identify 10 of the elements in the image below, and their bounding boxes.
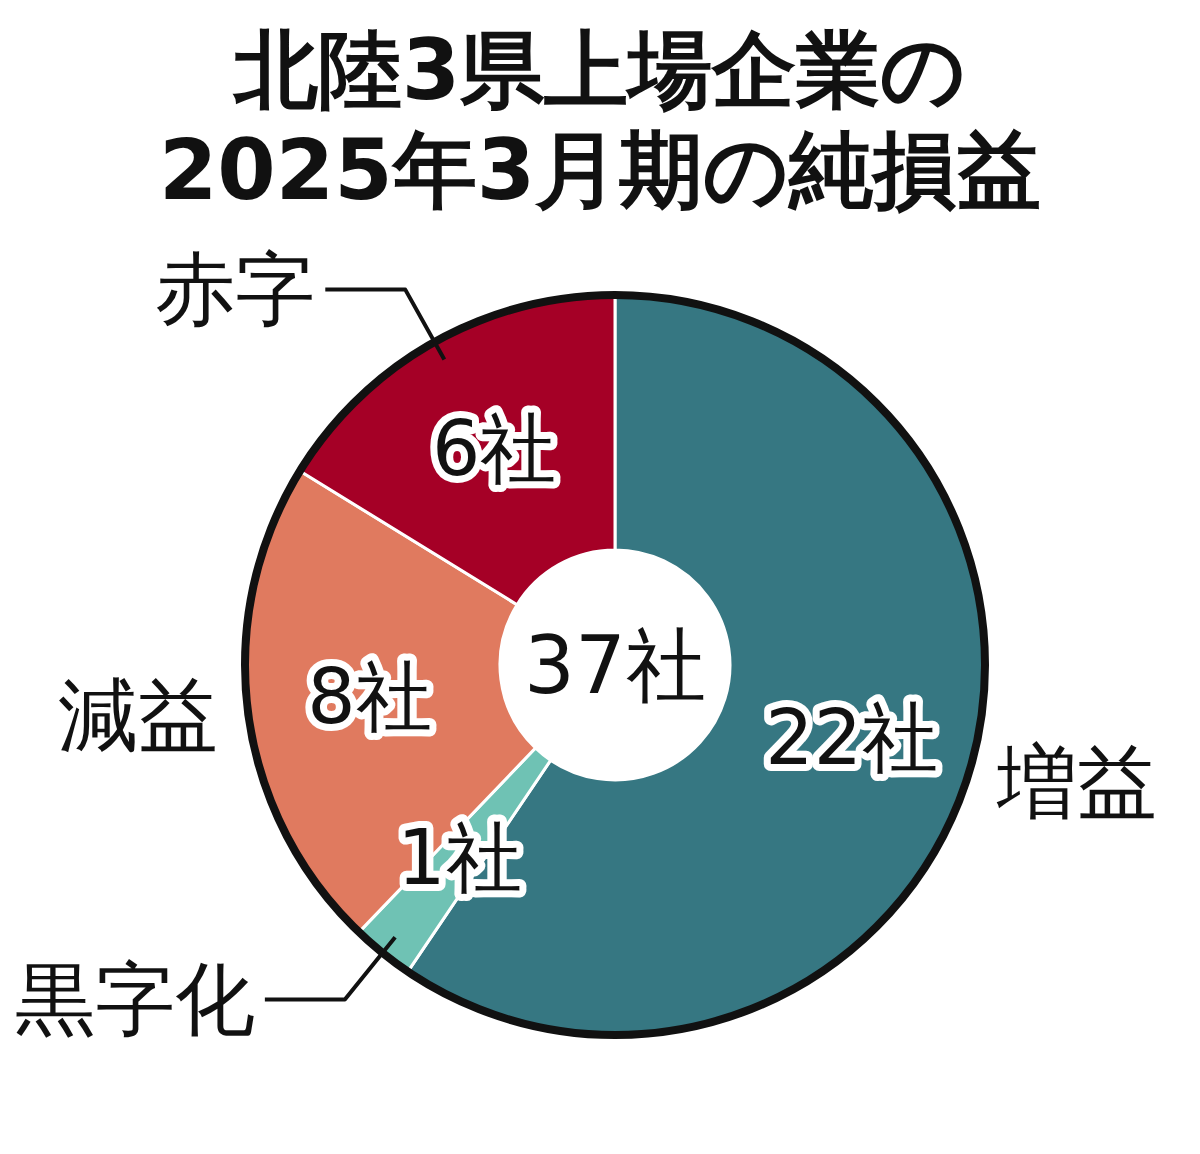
- category-label: 増益: [997, 735, 1158, 829]
- title: 2025年3月期の純損益: [158, 121, 1042, 219]
- value-label: 8社: [307, 651, 432, 741]
- value-label: 22社: [765, 692, 938, 782]
- annotation: 37社: [524, 618, 706, 712]
- title: 北陸3県上場企業の: [233, 21, 967, 119]
- category-label: 黒字化: [14, 953, 255, 1047]
- category-label: 赤字: [155, 243, 316, 337]
- category-label: 減益: [58, 669, 219, 763]
- value-label: 6社: [432, 404, 557, 494]
